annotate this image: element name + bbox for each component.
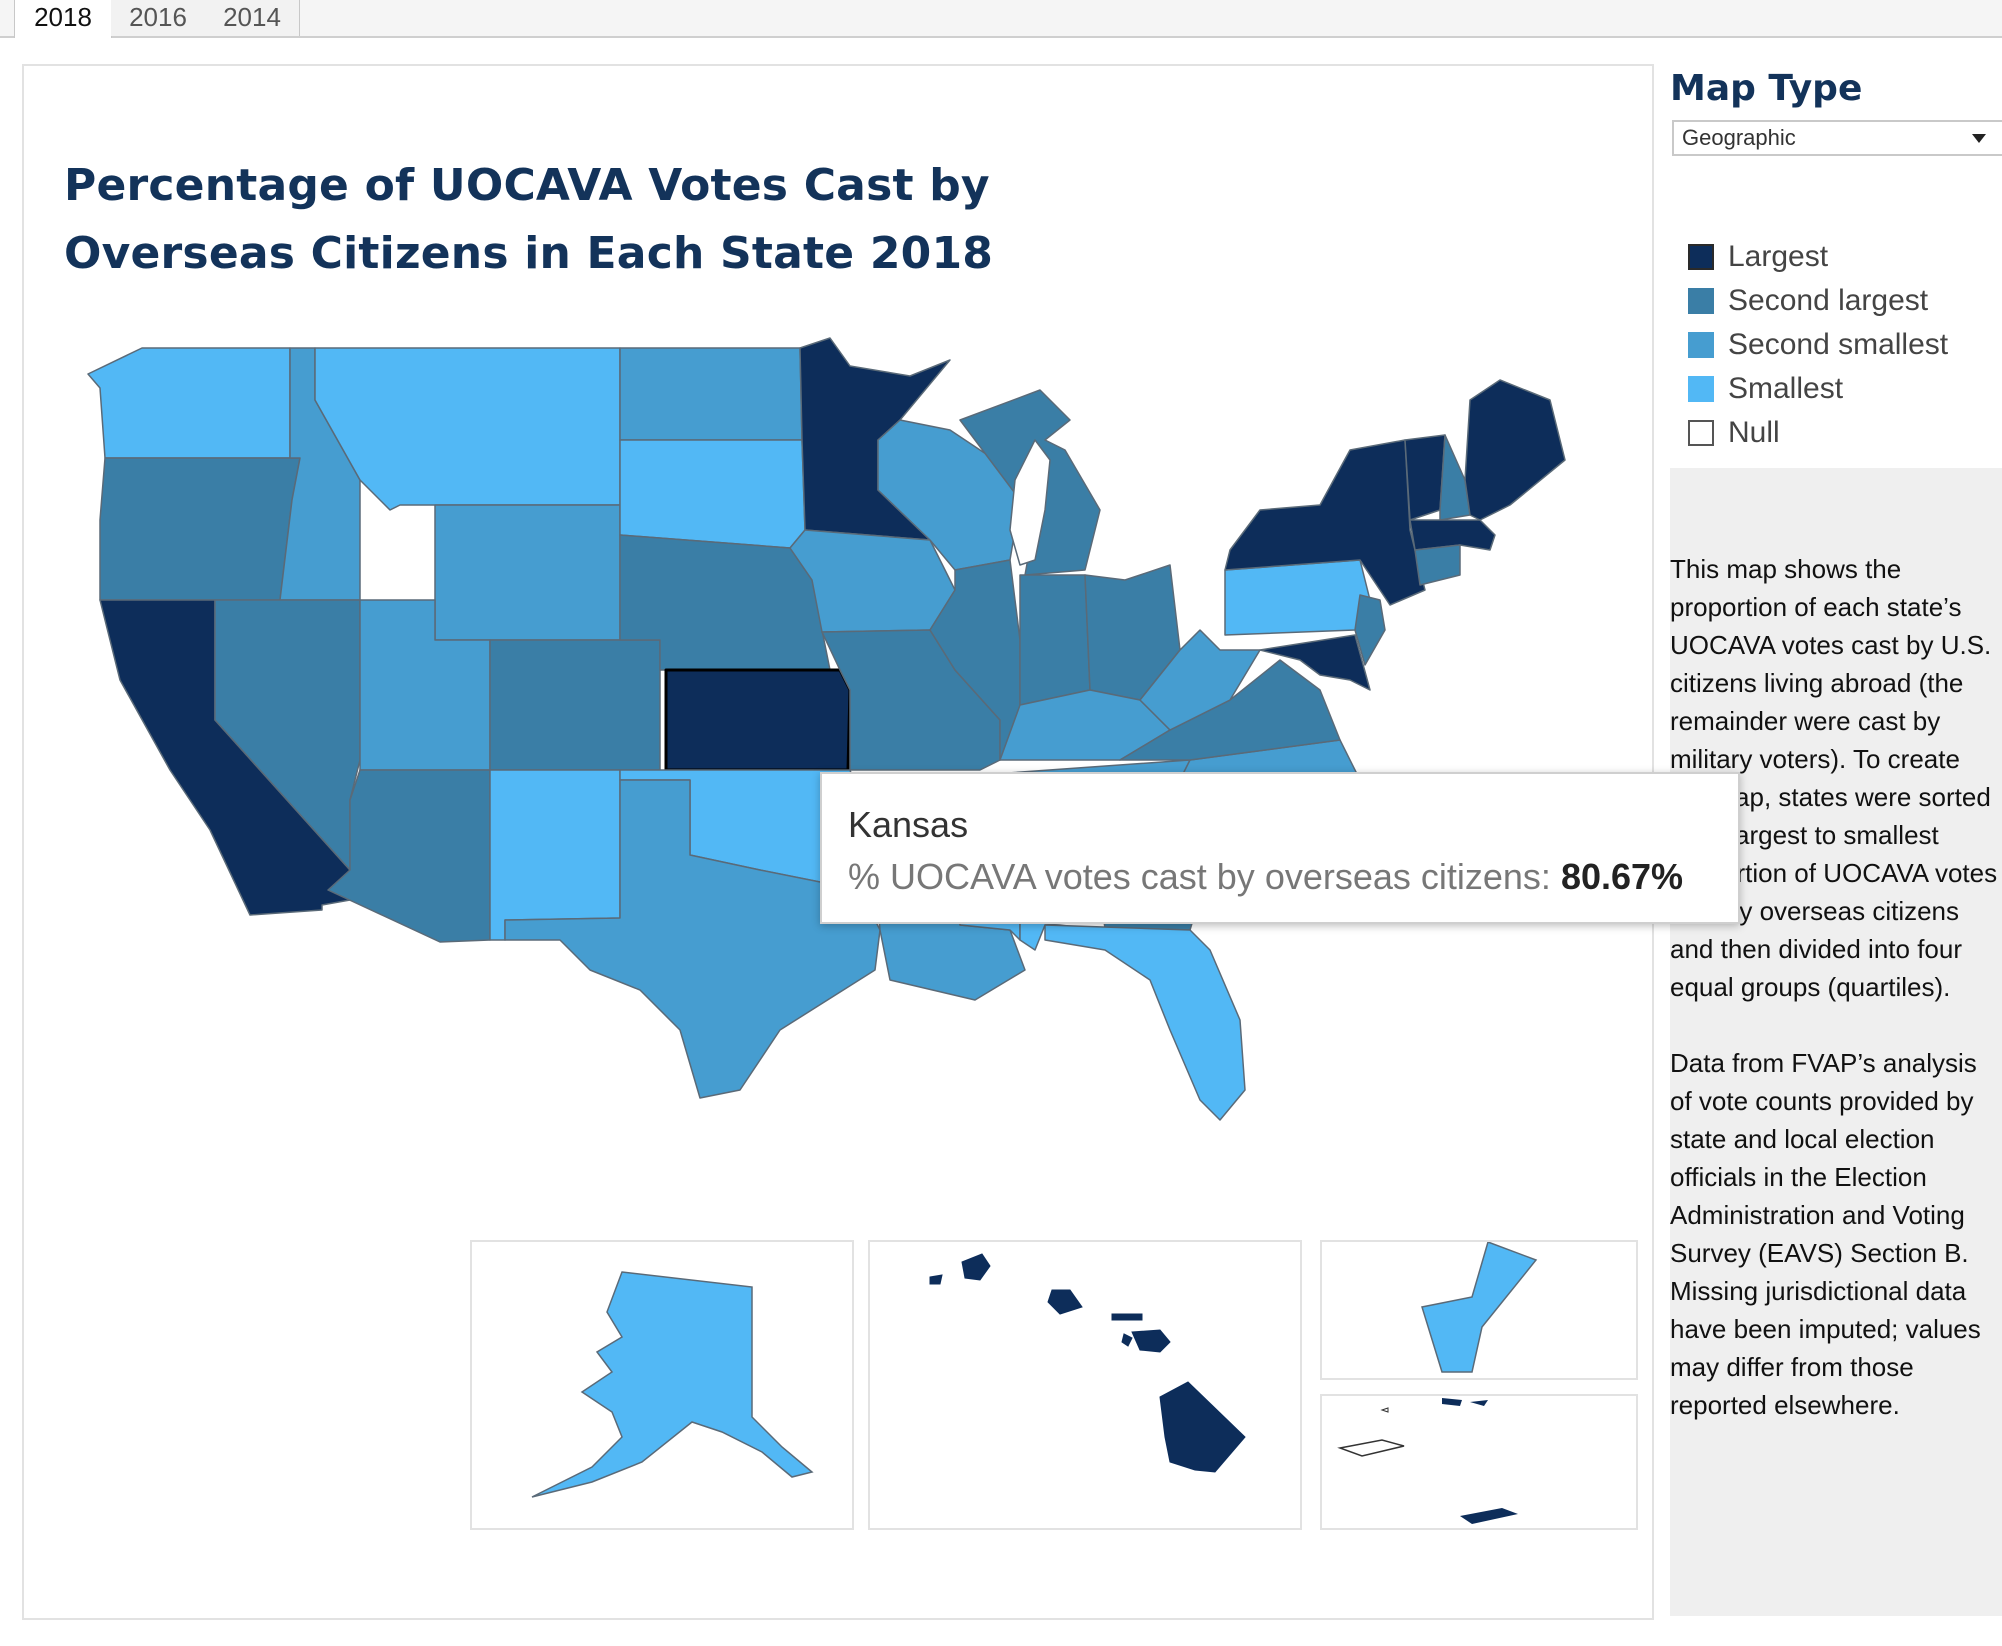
map-type-dropdown[interactable]: Geographic xyxy=(1672,120,2002,156)
state-maine xyxy=(1464,379,1566,521)
state-connecticut xyxy=(1414,544,1461,586)
state-tooltip: Kansas % UOCAVA votes cast by overseas c… xyxy=(820,772,1740,924)
tab-2014[interactable]: 2014 xyxy=(205,0,300,36)
alaska-map[interactable] xyxy=(472,1242,852,1528)
guam-map[interactable] xyxy=(1322,1241,1636,1378)
state-virginia xyxy=(1119,659,1341,761)
legend-label: Second smallest xyxy=(1728,328,1949,361)
legend-swatch xyxy=(1688,376,1714,402)
legend-label: Smallest xyxy=(1728,372,1844,405)
state-illinois xyxy=(929,559,1021,761)
inset-puerto-rico xyxy=(1320,1394,1638,1530)
legend-label: Second largest xyxy=(1728,284,1929,317)
description-paragraph-2: Data from FVAP’s analysis of vote counts… xyxy=(1670,1048,1981,1420)
us-choropleth-map[interactable] xyxy=(60,330,1600,1150)
state-new-york xyxy=(1224,439,1426,606)
state-south-dakota xyxy=(619,439,806,549)
tooltip-metric: % UOCAVA votes cast by overseas citizens… xyxy=(848,856,1683,898)
legend-label: Null xyxy=(1728,416,1780,449)
state-new-hampshire xyxy=(1439,434,1471,521)
state-maryland xyxy=(1259,634,1371,691)
description-text: This map shows the proportion of each st… xyxy=(1670,550,2002,1462)
year-tab-bar: 2018 2016 2014 xyxy=(0,0,2002,38)
inset-alaska xyxy=(470,1240,854,1530)
state-washington xyxy=(87,347,291,459)
tab-2016[interactable]: 2016 xyxy=(111,0,206,36)
page-title: Percentage of UOCAVA Votes Cast by Overs… xyxy=(64,160,994,279)
state-west-virginia xyxy=(1139,629,1261,731)
state-texas xyxy=(504,779,881,1099)
state-vermont xyxy=(1404,434,1446,521)
state-oregon xyxy=(99,457,301,601)
state-indiana xyxy=(1019,574,1091,706)
inset-hawaii xyxy=(868,1240,1302,1530)
tooltip-state-name: Kansas xyxy=(848,804,969,845)
legend-swatch xyxy=(1688,244,1714,270)
tooltip-metric-label: % UOCAVA votes cast by overseas citizens… xyxy=(848,856,1551,897)
state-new-mexico xyxy=(489,769,621,941)
chevron-down-icon xyxy=(1972,134,1986,143)
state-pennsylvania xyxy=(1224,559,1371,636)
hawaii-map[interactable] xyxy=(870,1242,1300,1528)
state-new-jersey xyxy=(1354,594,1386,666)
map-type-heading: Map Type xyxy=(1670,68,1863,109)
state-kansas xyxy=(664,668,852,772)
territories-map[interactable] xyxy=(1322,1396,1636,1528)
legend-swatch xyxy=(1688,332,1714,358)
state-florida xyxy=(1044,924,1246,1121)
description-panel xyxy=(1670,468,2002,1616)
state-north-dakota xyxy=(619,347,803,441)
state-wyoming xyxy=(434,504,621,641)
tab-2018[interactable]: 2018 xyxy=(14,0,112,38)
lake-michigan xyxy=(1009,439,1051,566)
legend-label: Largest xyxy=(1728,240,1829,273)
legend-swatch xyxy=(1688,420,1714,446)
tooltip-metric-value: 80.67% xyxy=(1560,856,1684,897)
legend-swatch xyxy=(1688,288,1714,314)
inset-guam xyxy=(1320,1240,1638,1380)
map-type-selected: Geographic xyxy=(1682,125,1796,150)
state-arizona xyxy=(327,769,491,943)
state-colorado xyxy=(489,639,661,771)
